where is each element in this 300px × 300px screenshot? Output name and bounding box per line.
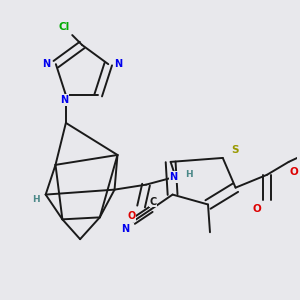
Text: H: H	[185, 170, 193, 179]
Text: C: C	[149, 196, 157, 206]
Text: N: N	[60, 95, 68, 105]
Text: O: O	[253, 204, 262, 214]
Text: N: N	[169, 172, 178, 182]
Text: N: N	[121, 224, 129, 234]
Text: S: S	[231, 145, 238, 155]
Text: O: O	[289, 167, 298, 177]
Text: O: O	[127, 212, 135, 221]
Text: H: H	[32, 195, 40, 204]
Text: N: N	[42, 59, 50, 69]
Text: N: N	[114, 59, 122, 69]
Text: Cl: Cl	[59, 22, 70, 32]
